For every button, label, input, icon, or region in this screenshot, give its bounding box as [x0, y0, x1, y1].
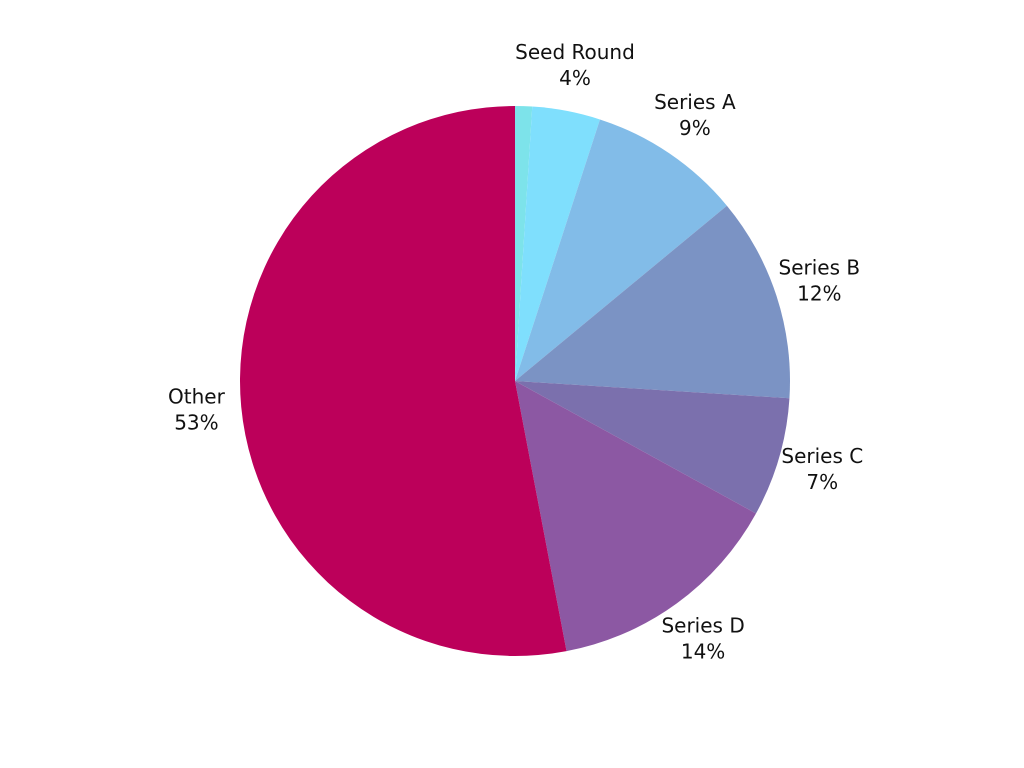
slice-label: Series B: [779, 256, 861, 280]
pie-slice: [515, 106, 600, 381]
slice-value-label: 12%: [797, 282, 841, 306]
slice-label: Series D: [661, 613, 744, 637]
slice-value-label: 14%: [681, 639, 725, 663]
pie-slice: [515, 381, 756, 652]
pie-slice: [515, 106, 533, 381]
pie-slice: [515, 119, 727, 381]
pie-slice: [515, 205, 790, 399]
slice-label: Series C: [781, 444, 863, 468]
slice-label: Seed Round: [515, 40, 635, 64]
pie-slice: [240, 106, 567, 656]
slice-label: Other: [168, 385, 226, 409]
slice-value-label: 53%: [174, 411, 218, 435]
slice-value-label: 7%: [806, 470, 838, 494]
slice-value-label: 9%: [679, 116, 711, 140]
slice-value-label: 4%: [559, 66, 591, 90]
slice-label: Series A: [654, 90, 736, 114]
pie-slice: [515, 381, 790, 514]
